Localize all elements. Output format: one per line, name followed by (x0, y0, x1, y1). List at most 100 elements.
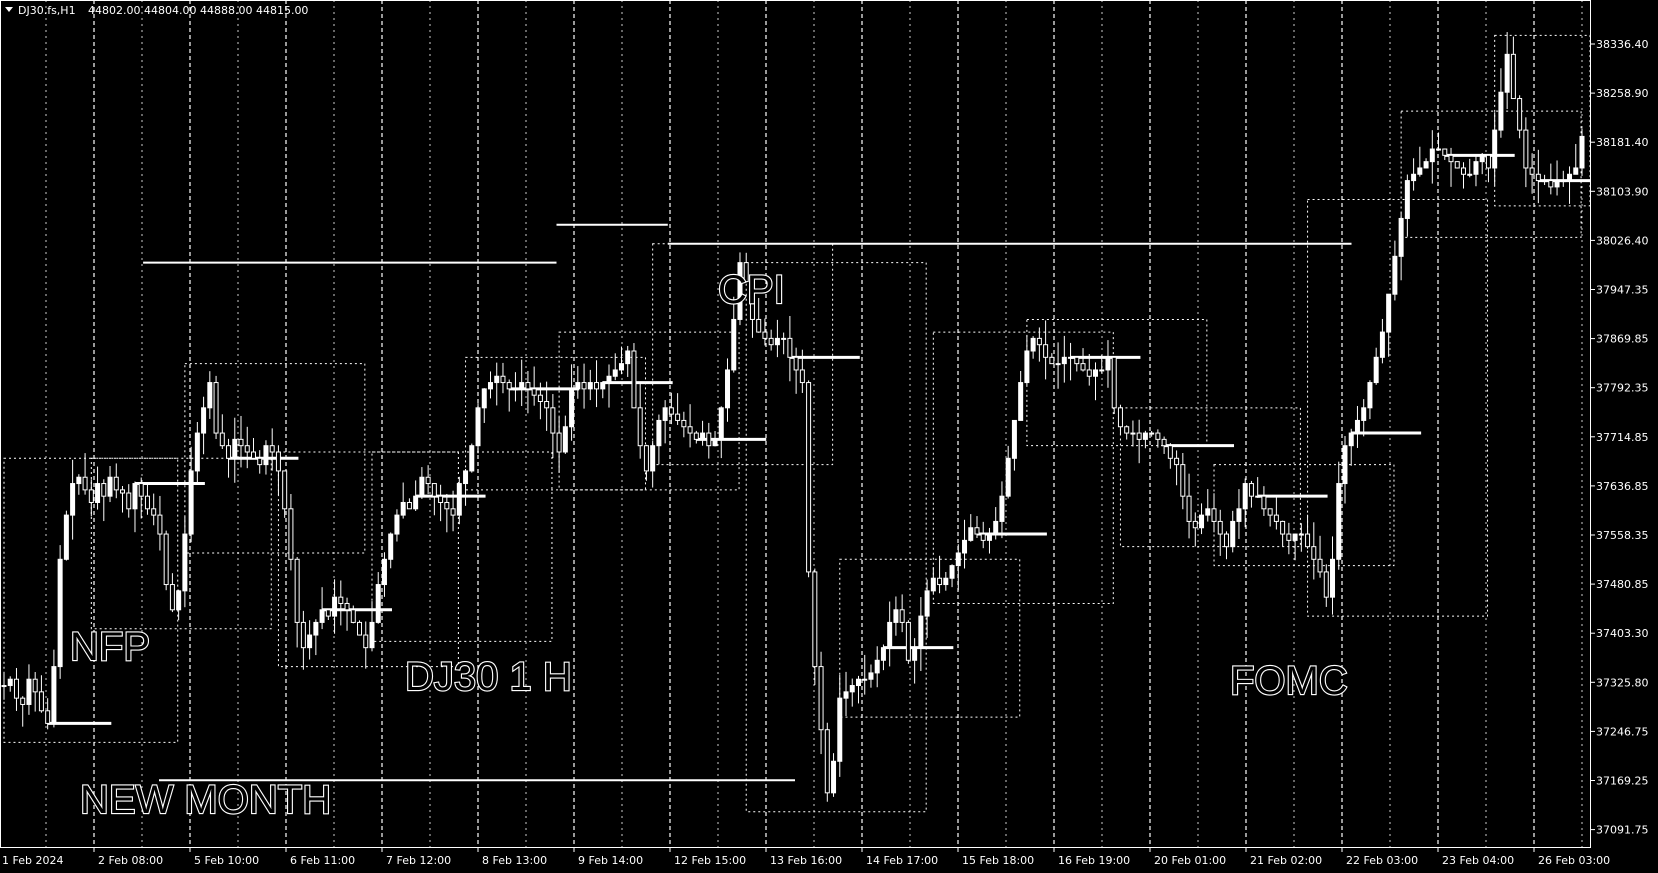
x-tick-label: 20 Feb 01:00 (1154, 854, 1226, 867)
candle-body (1367, 382, 1373, 409)
candle-body (1161, 438, 1167, 447)
candle-body (269, 445, 275, 453)
candle-body (194, 432, 200, 472)
y-tick-label: 38258.90 (1596, 87, 1649, 100)
candle-body (63, 514, 69, 560)
x-tick-label: 23 Feb 04:00 (1442, 854, 1514, 867)
candle-body (980, 533, 986, 541)
candle-body (880, 647, 886, 661)
candle-body (849, 685, 855, 693)
candle-body (905, 621, 911, 661)
y-tick-label: 37480.85 (1596, 578, 1649, 591)
y-tick-label: 38336.40 (1596, 38, 1649, 51)
candle-body (494, 375, 500, 384)
x-tick-label: 14 Feb 17:00 (866, 854, 938, 867)
candle-body (463, 470, 469, 485)
candle-body (350, 609, 356, 623)
candle-body (263, 445, 269, 466)
candle-body (862, 678, 868, 681)
x-tick-label: 9 Feb 14:00 (578, 854, 643, 867)
candle-body (1068, 356, 1074, 359)
candle-body (294, 558, 300, 623)
candle-body (1548, 180, 1554, 188)
candle-body (1230, 520, 1236, 548)
candle-body (138, 483, 144, 497)
y-tick-label: 37947.35 (1596, 284, 1649, 297)
annotation-title: DJ30 1 H (405, 655, 572, 699)
candle-body (369, 621, 375, 649)
candle-body (1055, 363, 1061, 366)
candle-body (1454, 161, 1460, 169)
price-axis[interactable]: 38336.40 38258.90 38181.40 38103.90 38026.40… (1590, 38, 1649, 837)
candle-body (637, 407, 643, 447)
x-tick-label: 7 Feb 12:00 (386, 854, 451, 867)
candle-body (1130, 432, 1136, 435)
candle-body (201, 407, 207, 434)
session-box (652, 243, 834, 466)
candle-body (1, 685, 7, 688)
time-axis[interactable]: 1 Feb 2024 2 Feb 08:00 5 Feb 10:00 6 Feb 11… (2, 847, 1610, 867)
candle-body (26, 678, 32, 705)
candle-body (537, 394, 543, 403)
candle-body (706, 432, 712, 447)
candle-body (1236, 508, 1242, 522)
candle-body (594, 382, 600, 390)
y-tick-label: 37169.25 (1596, 775, 1649, 788)
candle-body (943, 577, 949, 586)
candle-body (631, 350, 637, 409)
candle-body (1180, 464, 1186, 497)
candle-body (1142, 432, 1148, 440)
candle-body (1373, 356, 1379, 384)
candle-body (1111, 356, 1117, 409)
y-tick-label: 37403.30 (1596, 627, 1649, 640)
candle-body (1298, 533, 1304, 536)
candle-body (550, 407, 556, 434)
candle-body (300, 621, 306, 649)
candle-body (95, 483, 101, 503)
candles (1, 32, 1585, 802)
candle-body (1242, 483, 1248, 510)
candle-body (126, 492, 132, 510)
candle-body (1280, 520, 1286, 535)
candle-body (556, 432, 562, 453)
candle-body (38, 691, 44, 712)
candle-body (650, 445, 656, 472)
candle-body (319, 609, 325, 623)
candle-body (781, 337, 787, 340)
x-tick-label: 12 Feb 15:00 (674, 854, 746, 867)
candle-body (687, 426, 693, 434)
session-box (932, 331, 1114, 604)
candle-body (1124, 426, 1130, 434)
candle-body (643, 445, 649, 472)
candle-body (1105, 356, 1111, 371)
candle-body (163, 533, 169, 586)
candle-body (207, 382, 213, 409)
candle-body (1199, 514, 1205, 529)
candle-body (1354, 419, 1360, 434)
candle-body (1554, 180, 1560, 188)
symbol-label: DJ30.fs,H1 (18, 4, 76, 17)
candle-body (113, 476, 119, 491)
candle-body (712, 438, 718, 447)
y-tick-label: 37869.85 (1596, 333, 1649, 346)
candle-body (1323, 571, 1329, 598)
candle-body (1436, 148, 1442, 151)
annotation-cpi: CPI (718, 268, 785, 312)
candle-body (375, 584, 381, 623)
candle-body (176, 590, 182, 611)
candle-body (1460, 167, 1466, 175)
candle-body (332, 596, 338, 617)
candle-body (1043, 344, 1049, 358)
candle-body (450, 508, 456, 516)
candle-body (1036, 337, 1042, 346)
candle-body (544, 401, 550, 409)
triangle-down-icon[interactable] (5, 7, 13, 12)
y-tick-label: 37558.35 (1596, 529, 1649, 542)
candle-body (1361, 407, 1367, 421)
candle-body (793, 356, 799, 371)
candle-body (1330, 558, 1336, 598)
candle-body (949, 565, 955, 579)
candle-body (275, 451, 281, 472)
